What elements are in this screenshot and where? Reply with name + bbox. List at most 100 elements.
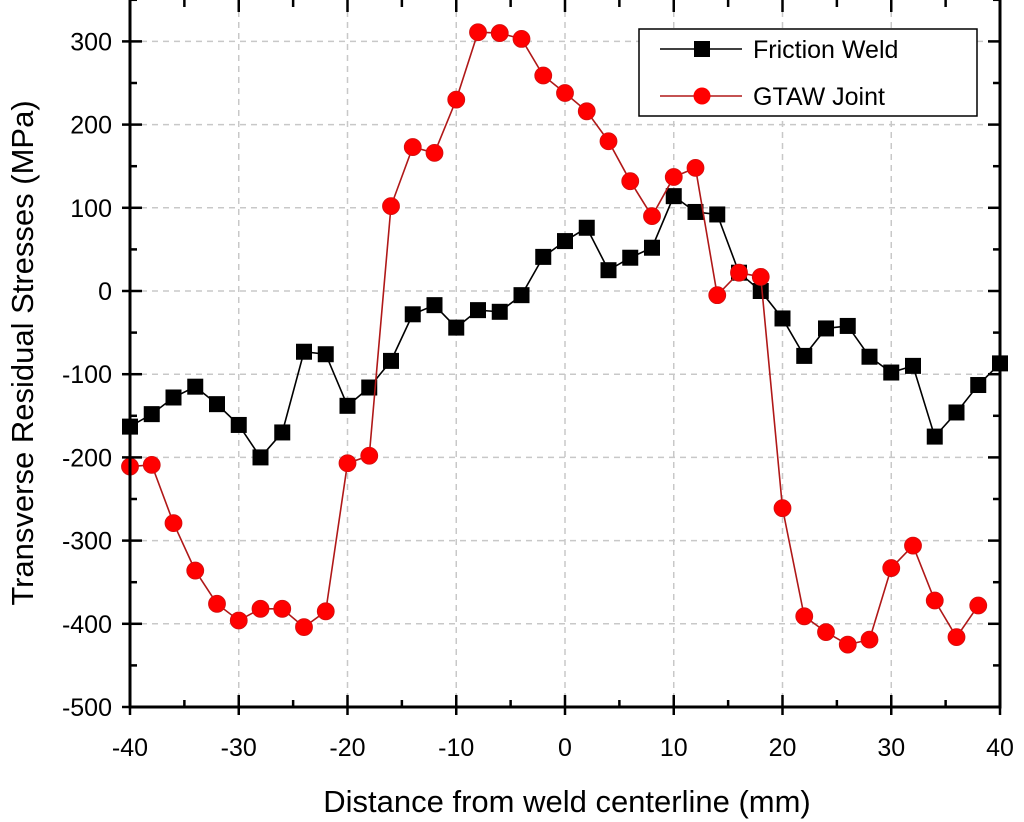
data-point-circle [686,158,705,177]
x-tick-label: 0 [558,734,572,762]
data-point-square [839,317,856,334]
data-point-square [948,404,965,421]
data-point-square [535,248,552,265]
series-gtaw-joint [121,23,988,654]
data-point-circle [730,263,748,282]
data-point-square [926,428,943,445]
data-point-square [970,377,987,394]
data-point-square [209,396,225,413]
x-tick-label: 40 [986,734,1014,762]
data-point-square [491,303,508,320]
data-point-circle [208,594,226,613]
data-point-square [187,378,204,395]
data-point-square [361,379,378,396]
y-tick-label: -200 [62,444,112,472]
y-tick-labels: -500 -400 -300 -200 -100 0 100 200 300 [62,28,112,722]
data-point-circle [273,599,292,618]
data-point-square [143,406,160,423]
data-point-circle [403,138,422,156]
x-tick-label: 20 [769,734,797,762]
y-tick-label: -500 [62,694,112,722]
data-point-circle [904,536,922,555]
data-point-square [513,287,530,304]
data-point-circle [447,90,466,109]
y-tick-label: -400 [62,611,112,639]
data-point-circle [643,207,661,226]
x-tick-label: 30 [877,734,905,762]
data-point-circle [817,623,835,642]
data-point-square [296,343,312,360]
data-point-circle [534,66,553,85]
data-point-square [774,310,791,327]
data-point-circle [229,611,248,630]
data-point-square [230,416,247,433]
data-point-square [339,397,356,414]
y-tick-label: 0 [98,278,112,306]
series-friction-weld [122,188,1008,466]
data-point-square [622,249,639,266]
legend-label: Friction Weld [753,36,898,64]
x-axis-title: Distance from weld centerline (mm) [323,784,811,819]
x-tick-label: -20 [329,734,365,762]
data-point-circle [860,630,879,649]
data-point-circle [577,102,596,121]
y-tick-label: -100 [62,361,112,389]
data-point-square [274,424,291,441]
legend-item: Friction Weld [660,36,898,64]
x-tick-label: -40 [112,734,148,762]
data-point-square [687,203,704,220]
data-point-circle [251,599,270,618]
legend-label: GTAW Joint [753,83,885,111]
x-tick-labels: -40 -30 -20 -10 0 10 20 30 40 [112,734,1014,762]
legend-marker-circle [693,87,711,105]
data-point-circle [490,24,509,42]
data-point-circle [295,618,313,637]
data-point-circle [708,286,727,305]
data-point-circle [664,168,683,186]
data-point-square [752,283,769,299]
data-point-square [317,346,334,363]
data-point-square [709,206,726,223]
data-point-square [665,188,682,205]
data-point-square [448,319,465,336]
x-tick-label: -30 [221,734,257,762]
series-layer [121,23,1008,654]
y-tick-label: -300 [62,528,112,556]
data-point-circle [751,267,770,286]
data-point-square [470,302,486,319]
y-axis-title: Transverse Residual Stresses (MPa) [5,100,40,605]
data-point-square [644,239,660,256]
legend: Friction Weld GTAW Joint [638,28,978,117]
data-point-circle [882,559,901,577]
data-point-square [905,357,921,374]
data-point-circle [142,455,161,474]
data-point-square [404,306,421,323]
data-point-square [426,297,443,314]
y-tick-label: 100 [70,195,112,223]
y-tick-label: 200 [70,112,112,140]
data-point-square [383,352,399,369]
series-line [129,31,979,646]
data-point-square [165,389,182,406]
data-point-square [818,320,834,337]
data-point-circle [621,172,640,191]
data-point-circle [838,635,857,654]
legend-item: GTAW Joint [660,83,885,111]
data-point-circle [469,23,487,42]
data-point-square [252,449,269,466]
data-point-square [861,348,878,365]
x-tick-label: -10 [438,734,474,762]
data-point-circle [969,596,988,615]
axis-ticks [122,0,1002,715]
data-point-square [578,219,595,236]
data-point-circle [186,561,205,580]
data-point-circle [512,30,531,48]
legend-marker-square [694,41,710,57]
data-point-circle [925,591,944,610]
data-point-circle [795,607,814,626]
data-point-square [796,347,813,364]
x-tick-label: 10 [660,734,688,762]
grid-lines [130,0,1000,707]
data-point-square [883,364,900,381]
